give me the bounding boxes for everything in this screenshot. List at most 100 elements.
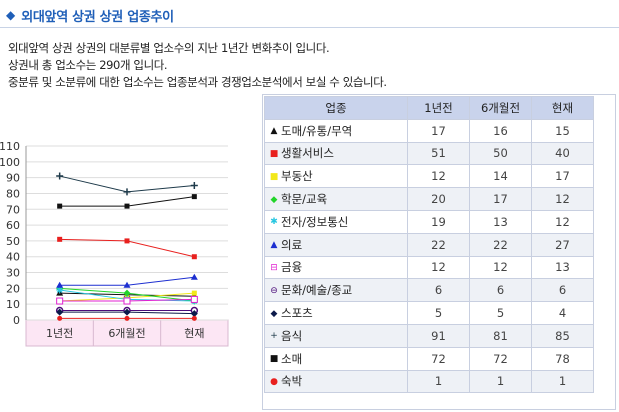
industry-name: 학문/교육 (281, 192, 328, 207)
table-row: ⊖ 문화/예술/종교 6 6 6 (264, 278, 594, 303)
data-point (57, 203, 63, 209)
count-cell: 78 (531, 346, 594, 371)
count-cell: 12 (531, 209, 594, 234)
count-cell: 1 (469, 369, 532, 394)
count-cell: 15 (531, 118, 594, 143)
data-point (56, 281, 64, 288)
data-point (124, 203, 130, 209)
header-current: 현재 (531, 96, 594, 120)
industry-name-cell: ▲ 의료 (264, 232, 408, 257)
series-marker-icon: ● (270, 376, 278, 387)
y-tick-label: 100 (0, 156, 20, 169)
industry-name: 숙박 (281, 374, 303, 389)
data-point (123, 308, 131, 316)
data-point (191, 315, 197, 321)
x-axis-band (25, 319, 229, 347)
table-row: + 음식 91 81 85 (264, 323, 594, 348)
industry-name: 음식 (281, 328, 303, 343)
data-point (124, 238, 130, 244)
x-tick-label: 1년전 (46, 327, 73, 340)
industry-name: 의료 (281, 237, 303, 252)
y-tick-label: 110 (0, 140, 20, 153)
count-cell: 17 (531, 164, 594, 189)
data-point (191, 194, 197, 200)
industry-name: 문화/예술/종교 (281, 283, 353, 298)
count-cell: 20 (407, 187, 470, 211)
data-point (57, 236, 63, 242)
count-cell: 91 (407, 323, 470, 348)
count-cell: 12 (531, 187, 594, 211)
table-row: ◆ 학문/교육 20 17 12 (264, 187, 594, 211)
count-cell: 22 (407, 232, 470, 257)
diamond-icon: ◆ (6, 8, 16, 22)
count-cell: 12 (407, 164, 470, 189)
series-marker-icon: ■ (269, 354, 279, 365)
data-point (124, 315, 130, 321)
table-row: ✱ 전자/정보통신 19 13 12 (264, 209, 594, 234)
count-cell: 13 (531, 255, 594, 280)
series-marker-icon: ✱ (270, 217, 278, 228)
header-divider (0, 27, 619, 28)
table-row: ■ 생활서비스 51 50 40 (264, 141, 594, 166)
header-industry: 업종 (264, 96, 408, 120)
table-row: ▲ 의료 22 22 27 (264, 232, 594, 257)
count-cell: 12 (469, 255, 532, 280)
count-cell: 72 (469, 346, 532, 371)
industry-count-table: 업종 1년전 6개월전 현재 ▲ 도매/유통/무역 17 16 15 ■ 생활서비스 51 50… (264, 96, 594, 394)
count-cell: 17 (407, 118, 470, 143)
y-tick-label: 0 (13, 314, 20, 327)
industry-name: 스포츠 (281, 306, 313, 321)
data-point (56, 308, 64, 316)
count-cell: 6 (407, 278, 470, 303)
count-cell: 6 (469, 278, 532, 303)
count-cell: 13 (469, 209, 532, 234)
data-point (123, 281, 131, 288)
table-row: ⊟ 금융 12 12 13 (264, 255, 594, 280)
industry-name-cell: ▲ 도매/유통/무역 (264, 118, 408, 143)
industry-name-cell: ⊟ 금융 (264, 255, 408, 280)
data-point (56, 286, 64, 294)
industry-name-cell: ■ 생활서비스 (264, 141, 408, 166)
industry-name: 금융 (281, 260, 303, 275)
industry-name-cell: ◆ 학문/교육 (264, 187, 408, 211)
description-line-1: 외대앞역 상권 상권의 대분류별 업소수의 지난 1년간 변화추이 입니다. (8, 41, 330, 55)
count-cell: 4 (531, 301, 594, 325)
industry-name: 부동산 (281, 169, 313, 184)
x-tick-label: 6개월전 (108, 327, 145, 340)
series-marker-icon: ◆ (270, 308, 278, 319)
data-point (123, 297, 131, 305)
count-cell: 1 (531, 369, 594, 394)
page-title: 외대앞역 상권 상권 업종추이 (21, 9, 174, 25)
industry-name-cell: + 음식 (264, 323, 408, 348)
industry-name: 소매 (281, 351, 303, 366)
series-marker-icon: ▲ (270, 240, 278, 251)
series-marker-icon: ■ (269, 171, 279, 182)
table-header-row: 업종 1년전 6개월전 현재 (264, 96, 594, 120)
industry-name: 전자/정보통신 (281, 214, 349, 229)
description-line-2: 상권내 총 업소수는 290개 입니다. (8, 58, 168, 72)
data-point (123, 188, 131, 196)
count-cell: 1 (407, 369, 470, 394)
table-row: ◆ 스포츠 5 5 4 (264, 301, 594, 325)
count-cell: 40 (531, 141, 594, 166)
industry-name-cell: ● 숙박 (264, 369, 408, 394)
count-cell: 6 (531, 278, 594, 303)
series-marker-icon: ◆ (270, 194, 278, 205)
table-frame (262, 94, 616, 410)
y-tick-label: 50 (6, 235, 20, 248)
data-point (56, 297, 64, 305)
data-point (56, 172, 64, 180)
data-point (57, 315, 63, 321)
series-marker-icon: ⊖ (270, 285, 278, 296)
count-cell: 50 (469, 141, 532, 166)
industry-name-cell: ■ 부동산 (264, 164, 408, 189)
table-row: ● 숙박 1 1 1 (264, 369, 594, 394)
industry-name: 생활서비스 (281, 146, 334, 161)
series-marker-icon: + (270, 331, 278, 342)
y-tick-label: 10 (6, 298, 20, 311)
data-point (190, 295, 198, 303)
count-cell: 51 (407, 141, 470, 166)
series-marker-icon: ▲ (270, 126, 278, 137)
industry-name-cell: ■ 소매 (264, 346, 408, 371)
industry-name-cell: ✱ 전자/정보통신 (264, 209, 408, 234)
